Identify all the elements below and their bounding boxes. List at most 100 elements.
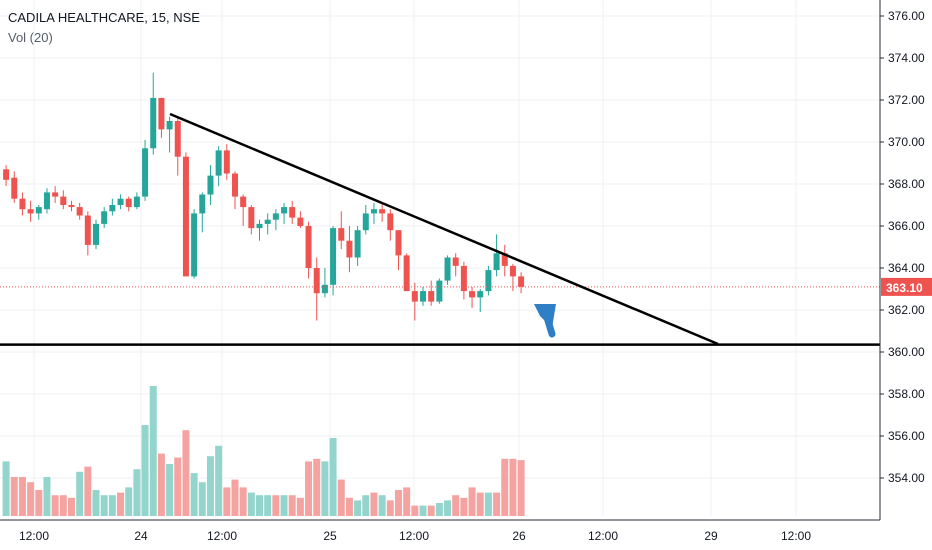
volume-bar: [27, 482, 35, 516]
candle-body: [379, 209, 386, 214]
candle-body: [52, 192, 59, 197]
candle-body: [281, 207, 288, 214]
x-tick-label: 12:00: [399, 529, 429, 543]
candle-body: [11, 177, 18, 199]
candle-body: [477, 291, 484, 298]
candle-body: [68, 205, 75, 208]
volume-bar: [18, 477, 26, 516]
descending-trendline: [169, 112, 719, 346]
y-tick-label: 368.00: [888, 177, 925, 191]
volume-bar: [239, 487, 247, 516]
volume-bar: [157, 453, 165, 516]
y-tick-label: 364.00: [888, 261, 925, 275]
candle-body: [182, 156, 189, 277]
volume-bar: [427, 505, 435, 516]
candle-body: [509, 265, 516, 277]
x-tick-label: 24: [134, 529, 148, 543]
volume-bar: [460, 497, 468, 516]
volume-bar: [296, 497, 304, 516]
candle-body: [395, 230, 402, 256]
candle-body: [191, 213, 198, 277]
candle-body: [305, 226, 312, 268]
last-price-label: 363.10: [886, 281, 923, 295]
candle-body: [231, 173, 238, 197]
candle-body: [321, 284, 328, 294]
candle-body: [166, 121, 173, 130]
volume-bar: [84, 466, 92, 516]
volume-bar: [435, 503, 443, 516]
volume-bar: [76, 471, 84, 516]
volume-bar: [329, 438, 337, 516]
volume-bar: [206, 456, 214, 516]
candle-body: [248, 207, 255, 229]
volume-bar: [67, 497, 75, 516]
candle-body: [150, 97, 157, 149]
y-tick-label: 358.00: [888, 387, 925, 401]
volume-bar: [476, 492, 484, 516]
candle-body: [362, 213, 369, 231]
volume-bar: [133, 469, 141, 516]
volume-bar: [493, 492, 501, 516]
volume-bar: [354, 500, 362, 516]
candle-body: [370, 209, 377, 214]
candle-body: [240, 196, 247, 208]
candle-body: [444, 257, 451, 281]
candle-body: [297, 217, 304, 226]
y-tick-label: 360.00: [888, 345, 925, 359]
volume-indicator-label[interactable]: Vol (20): [8, 30, 53, 45]
last-price-badge: [881, 277, 932, 296]
candle-body: [460, 265, 467, 292]
candle-body: [3, 169, 10, 180]
x-tick-label: 25: [323, 529, 337, 543]
volume-bar: [256, 495, 264, 516]
volume-bar: [51, 495, 59, 516]
candle-body: [289, 207, 296, 218]
volume-bar: [337, 479, 345, 516]
candle-body: [452, 257, 459, 266]
candle-body: [117, 198, 124, 205]
volume-bar: [321, 461, 329, 516]
symbol-title[interactable]: CADILA HEALTHCARE, 15, NSE: [8, 10, 200, 25]
volume-bar: [223, 487, 231, 516]
candle-body: [19, 198, 26, 210]
volume-bar: [468, 487, 476, 516]
y-tick-label: 370.00: [888, 135, 925, 149]
candle-body: [411, 291, 418, 302]
candle-body: [223, 150, 230, 174]
volume-bar: [10, 477, 18, 516]
x-tick-label: 12:00: [588, 529, 618, 543]
candle-body: [125, 198, 132, 208]
y-tick-label: 362.00: [888, 303, 925, 317]
volume-bar: [108, 495, 116, 516]
volume-bar: [100, 495, 108, 516]
volume-bar: [117, 492, 125, 516]
x-tick-label: 12:00: [781, 529, 811, 543]
volume-bar: [264, 495, 272, 516]
volume-bar: [231, 479, 239, 516]
volume-bar: [370, 492, 378, 516]
x-tick-label: 12:00: [19, 529, 49, 543]
volume-bar: [501, 458, 509, 516]
up-arrow-icon: [542, 310, 556, 338]
volume-bar: [35, 490, 43, 516]
candle-body: [256, 223, 263, 229]
candle-body: [469, 291, 476, 298]
candle-body: [174, 121, 181, 157]
volume-bar: [444, 500, 452, 516]
volume-bar: [2, 461, 10, 516]
volume-bar: [386, 500, 394, 516]
y-tick-label: 366.00: [888, 219, 925, 233]
candle-body: [387, 213, 394, 231]
candle-body: [60, 196, 67, 205]
volume-bar: [59, 495, 67, 516]
volume-bar: [288, 495, 296, 516]
volume-bar: [43, 477, 51, 516]
candle-body: [158, 97, 165, 130]
candle-body: [501, 253, 508, 266]
candle-body: [76, 207, 83, 216]
candle-body: [436, 280, 443, 302]
volume-bar: [125, 487, 133, 516]
volume-bar: [305, 461, 313, 516]
candle-body: [43, 192, 50, 210]
